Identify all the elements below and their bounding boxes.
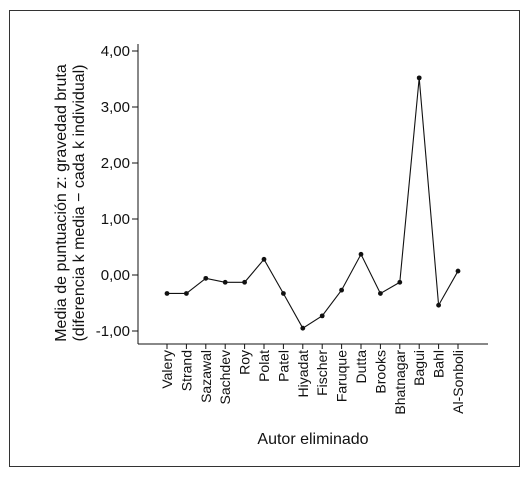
x-tick-label: Fischer bbox=[314, 350, 330, 396]
data-point bbox=[164, 291, 170, 296]
x-tick-label: Dutta bbox=[353, 350, 369, 384]
chart-frame bbox=[9, 10, 520, 467]
x-axis: Valery Strand Sazawal Sachdev Roy Polat Patel H… bbox=[138, 343, 488, 415]
data-point bbox=[184, 291, 189, 296]
data-point bbox=[203, 275, 209, 281]
series-line bbox=[167, 77, 459, 329]
data-point bbox=[397, 279, 403, 285]
y-axis: -1,00 0,00 1,00 2,00 3,00 4,00 bbox=[96, 43, 139, 344]
x-tick-label: Strand bbox=[178, 350, 194, 391]
axis-titles: Media de puntuación z: gravedad bruta (d… bbox=[53, 64, 369, 448]
x-tick-label: Bagui bbox=[411, 350, 427, 386]
x-tick-label: Valery bbox=[159, 350, 175, 389]
data-point bbox=[300, 325, 306, 331]
y-axis-title-line-1: Media de puntuación z: gravedad bruta bbox=[53, 64, 70, 342]
y-tick-label: 4,00 bbox=[101, 43, 130, 60]
x-tick-label: Bahl bbox=[431, 350, 447, 378]
x-tick-label: Sachdev bbox=[217, 350, 233, 404]
y-tick-label: 1,00 bbox=[101, 211, 130, 228]
series-group bbox=[164, 75, 461, 331]
y-tick-label: 3,00 bbox=[101, 99, 130, 116]
x-tick-label: Al-Sonboli bbox=[450, 350, 466, 414]
data-point bbox=[416, 75, 422, 81]
x-tick-label: Sazawal bbox=[198, 350, 214, 403]
y-axis-title-line-2: (diferencia k media − cada k individual) bbox=[71, 64, 88, 341]
x-tick-label: Brooks bbox=[372, 350, 388, 394]
data-point bbox=[358, 251, 364, 257]
x-tick-label: Hiyadat bbox=[295, 350, 311, 398]
data-point bbox=[242, 279, 248, 285]
data-point bbox=[455, 268, 461, 274]
data-point bbox=[319, 313, 325, 319]
data-point bbox=[261, 256, 267, 262]
x-tick-label: Patel bbox=[275, 350, 291, 382]
data-point bbox=[436, 302, 441, 308]
y-tick-label: 2,00 bbox=[101, 155, 130, 172]
x-tick-label: Roy bbox=[237, 350, 253, 375]
x-axis-title: Autor eliminado bbox=[257, 431, 368, 448]
x-tick-label: Bhatnagar bbox=[392, 350, 408, 415]
y-tick-label: 0,00 bbox=[101, 267, 130, 284]
data-point bbox=[339, 287, 344, 293]
data-point bbox=[378, 291, 383, 296]
x-tick-label: Faruque bbox=[334, 350, 350, 402]
data-point bbox=[222, 279, 228, 285]
x-tick-label: Polat bbox=[256, 350, 272, 382]
y-tick-label: -1,00 bbox=[96, 323, 130, 340]
data-point bbox=[281, 291, 286, 296]
